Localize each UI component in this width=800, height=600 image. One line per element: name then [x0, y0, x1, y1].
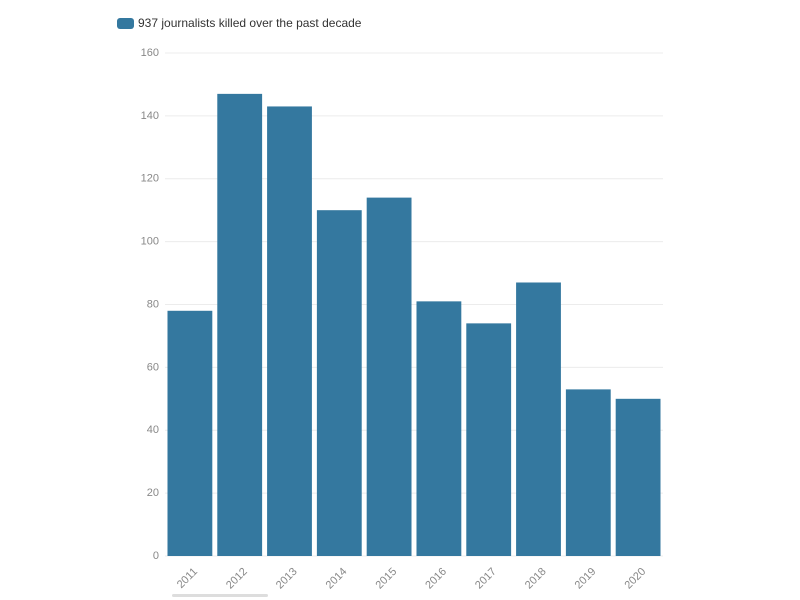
legend-label: 937 journalists killed over the past dec… — [138, 16, 362, 30]
y-tick-label: 120 — [141, 173, 159, 185]
bar — [366, 197, 412, 557]
y-tick-label: 20 — [147, 487, 159, 499]
y-tick-label: 0 — [153, 550, 159, 562]
bar — [565, 389, 611, 556]
y-tick-label: 160 — [141, 47, 159, 59]
y-tick-label: 60 — [147, 361, 159, 373]
x-tick-label: 2019 — [573, 566, 599, 592]
bar — [217, 93, 263, 557]
x-tick-label: 2018 — [523, 566, 549, 592]
y-tick-label: 80 — [147, 298, 159, 310]
bar — [167, 310, 213, 556]
x-tick-label: 2013 — [274, 566, 300, 592]
x-tick-label: 2011 — [175, 566, 200, 591]
bar — [466, 323, 512, 556]
y-tick-label: 140 — [141, 110, 159, 122]
bar — [267, 106, 312, 556]
x-tick-label: 2012 — [224, 566, 250, 592]
x-tick-label: 2016 — [423, 566, 449, 592]
bar — [316, 210, 362, 556]
scrollbar — [172, 594, 268, 597]
legend-swatch — [117, 18, 134, 29]
bar — [416, 301, 462, 556]
x-tick-label: 2017 — [473, 566, 499, 592]
x-tick-label: 2015 — [373, 566, 399, 592]
y-tick-label: 100 — [141, 236, 159, 248]
x-tick-label: 2014 — [324, 566, 350, 592]
bar — [615, 398, 661, 556]
x-tick-label: 2020 — [622, 566, 648, 592]
bar — [516, 282, 561, 556]
y-tick-label: 40 — [147, 424, 159, 436]
